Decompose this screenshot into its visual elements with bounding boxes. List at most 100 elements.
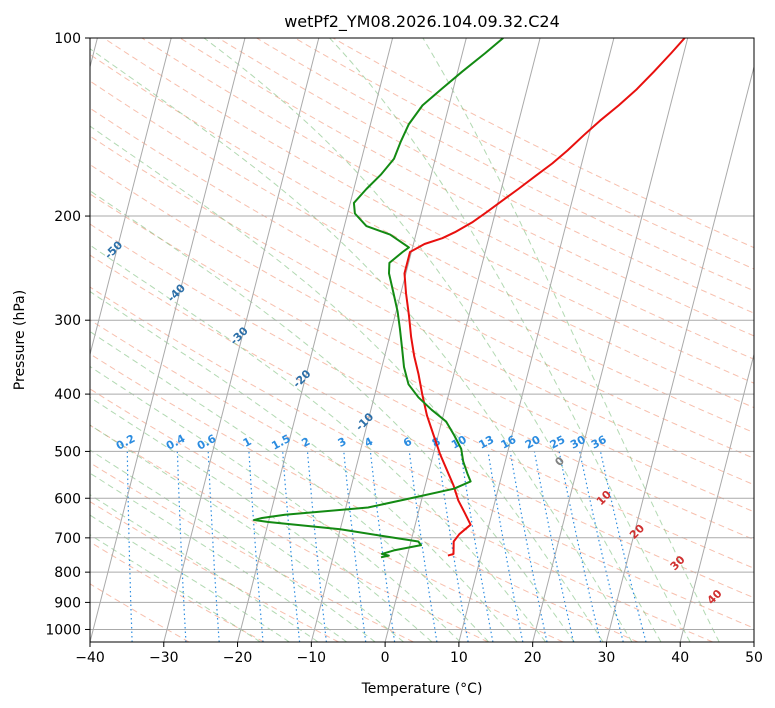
- x-tick-label: −10: [297, 650, 327, 666]
- isotherm-line: [753, 639, 754, 642]
- mixing-ratio-label: 0.2: [114, 432, 137, 453]
- dry-adiabat-line: [90, 353, 639, 642]
- mixing-ratio-label: 16: [499, 433, 519, 452]
- dry-adiabat-label: 10: [594, 488, 614, 508]
- x-tick-label: 0: [381, 650, 390, 666]
- dry-adiabat-line: [90, 254, 754, 599]
- x-axis: −40 −30 −20 −10 0 10 20 30 40 50: [75, 642, 763, 666]
- x-tick-label: 20: [524, 650, 542, 666]
- plot-frame: [89, 37, 755, 643]
- mixing-ratio-line: [599, 451, 647, 642]
- mixing-ratio-label: 1.5: [269, 432, 292, 453]
- mixing-ratio-line: [487, 451, 524, 642]
- mixing-ratio-label: 36: [589, 433, 609, 452]
- isotherm-line: [163, 38, 320, 642]
- isotherm-line: [532, 38, 689, 642]
- mixing-ratio-label: 10: [449, 433, 469, 452]
- y-tick-label: 900: [54, 595, 81, 611]
- dry-adiabat-label: 20: [627, 521, 647, 541]
- mixing-ratio-line: [369, 451, 396, 642]
- dry-adiabat-line: [90, 462, 414, 642]
- mixing-ratio-line: [207, 451, 220, 642]
- mixing-ratio-line: [533, 451, 575, 642]
- x-axis-title: Temperature (°C): [361, 681, 483, 697]
- dry-adiabat-label: 30: [668, 553, 688, 573]
- mixing-ratio-line: [558, 451, 602, 642]
- dry-adiabat-line: [90, 135, 754, 486]
- mixing-ratio-line: [437, 451, 469, 642]
- moist-adiabat-line: [90, 365, 461, 642]
- mixing-ratio-line: [579, 451, 624, 642]
- moist-adiabat-line: [90, 449, 376, 642]
- dry-adiabat-line: [218, 38, 754, 314]
- series-lines: [253, 38, 686, 559]
- isotherm-line: [237, 38, 394, 642]
- moist-adiabat-line: [90, 190, 575, 642]
- isotherm-label: -50: [102, 238, 125, 261]
- isotherm-line: [90, 38, 172, 357]
- y-tick-label: 300: [54, 313, 81, 329]
- isotherm-line: [90, 38, 246, 642]
- dry-adiabat-line: [90, 424, 489, 642]
- dry-adiabat-line: [90, 501, 339, 642]
- mixing-ratio-line: [460, 451, 494, 642]
- mixing-ratio-label: 0.6: [195, 432, 219, 453]
- dry-adiabat-line: [103, 38, 754, 384]
- mixing-ratio-line: [306, 451, 327, 642]
- background-reference-lines: [90, 38, 754, 642]
- y-tick-label: 600: [54, 491, 81, 507]
- x-tick-label: −40: [75, 650, 105, 666]
- dry-adiabat-line: [90, 583, 190, 642]
- dry-adiabat-line: [90, 286, 754, 629]
- dry-adiabat-line: [90, 193, 754, 541]
- moist-adiabat-line: [90, 514, 290, 642]
- mixing-ratio-line: [343, 451, 367, 642]
- dry-adiabat-label: 40: [705, 587, 725, 607]
- mixing-ratio-line: [176, 451, 187, 642]
- mixing-ratio-label: 25: [548, 433, 568, 452]
- x-tick-label: 10: [450, 650, 468, 666]
- dry-adiabat-line: [90, 54, 754, 409]
- isotherm-label: -30: [228, 324, 251, 347]
- dewpoint-profile-line: [253, 38, 504, 559]
- dry-adiabat-line: [179, 38, 754, 337]
- dry-adiabat-line: [90, 319, 713, 642]
- dry-adiabat-line: [90, 107, 754, 459]
- mixing-ratio-line: [509, 451, 548, 642]
- moist-adiabat-line: [90, 244, 547, 642]
- y-tick-label: 400: [54, 387, 81, 403]
- mixing-ratio-label: 3: [336, 435, 349, 450]
- isotherm-line: [310, 38, 467, 642]
- y-tick-label: 100: [54, 31, 81, 47]
- y-tick-label: 500: [54, 444, 81, 460]
- mixing-ratio-label: 30: [568, 433, 588, 452]
- x-tick-label: −30: [149, 650, 179, 666]
- isotherm-label: -10: [353, 410, 376, 433]
- mixing-ratio-label: 4: [362, 435, 375, 450]
- x-tick-label: 50: [745, 650, 763, 666]
- mixing-ratio-line: [282, 451, 301, 642]
- dry-adiabat-line: [90, 80, 754, 434]
- x-tick-label: −20: [223, 650, 253, 666]
- isotherm-label: -40: [165, 281, 188, 304]
- gridlines: [90, 38, 754, 642]
- temperature-profile-line: [403, 38, 686, 557]
- moist-adiabat-line: [90, 472, 347, 642]
- moist-adiabat-line: [90, 494, 319, 642]
- moist-adiabat-line: [90, 48, 633, 642]
- y-tick-label: 700: [54, 531, 81, 547]
- isotherm-line: [679, 352, 754, 642]
- x-tick-label: 40: [671, 650, 689, 666]
- y-tick-label: 200: [54, 209, 81, 225]
- moist-adiabat-line: [422, 38, 720, 642]
- moist-adiabat-line: [329, 38, 691, 642]
- isotherm-line: [458, 38, 615, 642]
- chart-title: wetPf2_YM08.2026.104.09.32.C24: [284, 12, 560, 32]
- y-tick-label: 800: [54, 565, 81, 581]
- mixing-ratio-label: 1: [241, 435, 254, 450]
- y-axis: 100 200 300 400 500 600 700 800 900 1000: [45, 31, 90, 638]
- isotherm-line: [384, 38, 541, 642]
- mixing-ratio-line: [248, 451, 264, 642]
- mixing-ratio-line: [408, 451, 438, 642]
